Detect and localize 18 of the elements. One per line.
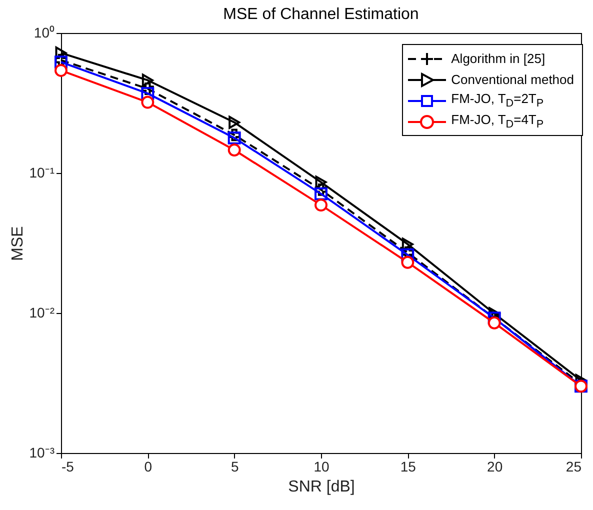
- x-tick-label: 25: [566, 458, 582, 474]
- y-tick-label: 10⁰: [34, 24, 54, 40]
- x-tick-label: 20: [487, 458, 503, 474]
- y-tick-label: 10⁻¹: [29, 164, 55, 180]
- legend-label: FM-JO, T$_{D}$=2T$_{P}$: [451, 91, 544, 110]
- x-tick-label: 10: [314, 458, 330, 474]
- x-tick-label: 15: [400, 458, 416, 474]
- legend-label: Algorithm in [25]: [451, 51, 546, 66]
- legend-label: FM-JO, T$_{D}$=4T$_{P}$: [451, 112, 544, 131]
- y-axis-title: MSE: [9, 226, 26, 261]
- x-axis-title: SNR [dB]: [288, 478, 355, 496]
- legend-label: Conventional method: [451, 72, 574, 87]
- y-tick-label: 10⁻³: [29, 444, 55, 460]
- x-tick-label: -5: [62, 458, 74, 474]
- chart-title: MSE of Channel Estimation: [223, 6, 419, 23]
- x-tick-label: 0: [144, 458, 152, 474]
- x-tick-label: 5: [230, 458, 239, 474]
- y-tick-label: 10⁻²: [29, 304, 55, 320]
